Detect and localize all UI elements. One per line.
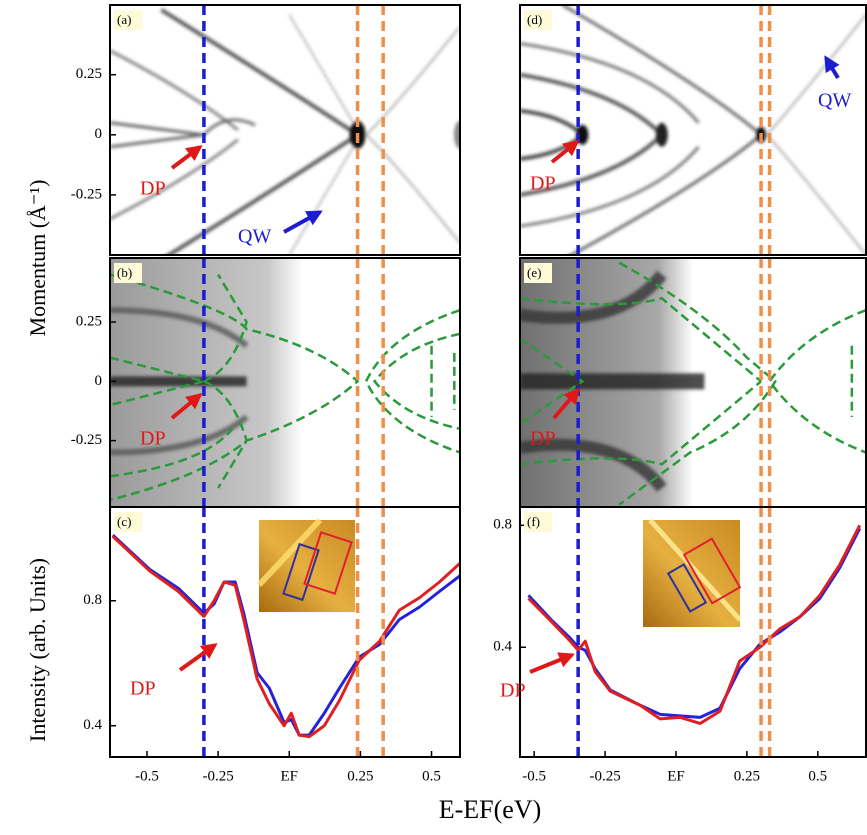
panel-frame <box>519 4 867 256</box>
annotation: DP <box>530 428 556 450</box>
band <box>110 414 249 456</box>
x-tick-label: -0.5 <box>522 768 546 784</box>
y-tick-label: 0 <box>95 126 103 142</box>
inset-c <box>256 517 355 612</box>
x-tick-label: 0.5 <box>808 768 827 784</box>
panel-label-box <box>114 10 142 30</box>
calculated-band <box>520 296 762 383</box>
calculated-band <box>520 380 762 466</box>
x-tick-label: 0.25 <box>347 768 373 784</box>
x-tick-label: -0.5 <box>135 768 159 784</box>
panels: 0.25 0 -0.25 (a) 0.25 0 -0.25 (b) 0.8 0.4 -0.5 -0.2… <box>71 4 867 784</box>
band <box>110 307 249 349</box>
calculated-band <box>373 332 460 430</box>
y-tick-label: 0.8 <box>83 592 102 608</box>
calculated-band <box>203 273 248 383</box>
panel-label: (f) <box>527 514 540 529</box>
band <box>520 145 700 228</box>
arrow <box>283 210 323 234</box>
x-tick-label: -0.25 <box>203 768 234 784</box>
annotation: DP <box>130 678 156 700</box>
image-background <box>520 5 866 255</box>
arrow <box>178 643 218 672</box>
calculated-band <box>618 261 777 506</box>
inset-f <box>643 518 742 627</box>
calculated-band <box>110 427 234 478</box>
panel-label: (e) <box>527 265 541 280</box>
band <box>520 270 667 324</box>
annotation: DP <box>530 173 556 195</box>
x-tick-label: 0.5 <box>422 768 441 784</box>
x-tick-label: EF <box>281 768 299 784</box>
panel-frame <box>109 4 461 256</box>
band <box>520 438 667 492</box>
panel <box>111 507 460 757</box>
calculated-band <box>110 273 360 502</box>
annotation: DP <box>500 680 526 702</box>
panel-label: (c) <box>117 514 131 529</box>
panel-label-box <box>524 512 552 532</box>
band <box>765 13 866 255</box>
y-tick-label: 0.25 <box>76 66 102 82</box>
panel-label: (d) <box>527 12 542 27</box>
bands <box>520 270 705 492</box>
arrow <box>170 145 203 170</box>
annotation: DP <box>140 178 166 200</box>
panel-frame <box>109 506 461 758</box>
arrow <box>824 55 840 80</box>
band <box>288 14 359 131</box>
annotations: DP QW DP DP DP QW DP DP <box>130 55 851 702</box>
bands <box>110 307 249 456</box>
y-tick-label: 0.8 <box>493 517 512 533</box>
x-tick-label: 0.25 <box>734 768 760 784</box>
panel-label-box <box>114 263 142 283</box>
y-tick-label: 0.4 <box>83 717 102 733</box>
y-tick-label: 0.4 <box>493 639 512 655</box>
band-spot <box>454 120 460 149</box>
x-tick-label: -0.25 <box>589 768 620 784</box>
panel <box>527 507 862 757</box>
band <box>110 138 239 221</box>
x-tick-label: EF <box>667 768 685 784</box>
y-axis-label: Momentum (Å⁻¹) <box>25 180 50 337</box>
band-spot <box>655 122 668 147</box>
y-axis-label: Intensity (arb. Units) <box>25 558 50 742</box>
panel <box>110 5 460 255</box>
panel <box>110 258 460 507</box>
arrow <box>170 392 203 420</box>
calculated-band <box>364 308 460 454</box>
panel-label: (b) <box>117 265 132 280</box>
panel-label-box <box>114 512 142 532</box>
y-tick-label: 0 <box>95 373 103 389</box>
band <box>288 139 359 255</box>
band <box>520 41 700 124</box>
calculated-band <box>768 309 866 454</box>
intensity-curve <box>111 535 460 739</box>
arrow <box>529 652 575 674</box>
band <box>364 26 460 244</box>
calculated-band <box>110 356 205 407</box>
x-axis-label: E-EF(eV) <box>439 795 542 824</box>
calculated-band <box>520 337 585 426</box>
annotation: QW <box>238 226 271 248</box>
panel-label-box <box>524 263 552 283</box>
panel <box>520 258 866 507</box>
band <box>202 118 256 136</box>
panel-label: (a) <box>117 12 131 27</box>
panel-label-box <box>524 10 552 30</box>
arrow <box>550 140 580 164</box>
arrow <box>552 387 581 420</box>
y-tick-label: -0.25 <box>71 432 102 448</box>
panel-frame <box>519 506 867 758</box>
y-tick-label: 0.25 <box>76 313 102 329</box>
annotation: DP <box>140 428 166 450</box>
annotation: QW <box>818 90 851 112</box>
y-tick-label: -0.25 <box>71 186 102 202</box>
panel <box>520 5 866 255</box>
intensity-curve <box>527 524 862 725</box>
